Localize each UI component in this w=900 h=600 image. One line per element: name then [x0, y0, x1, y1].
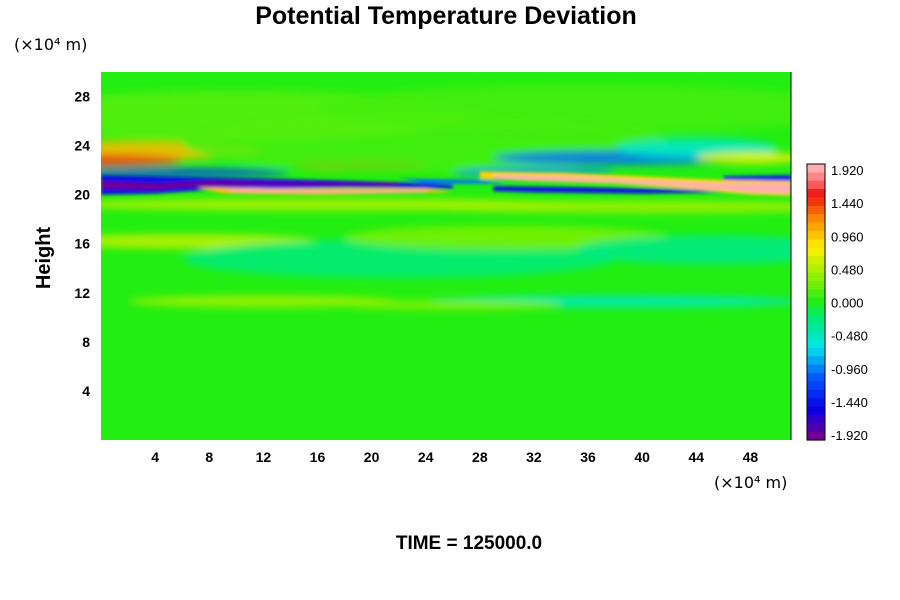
cold-patch-east	[723, 175, 791, 182]
colorbar-swatch	[807, 356, 825, 366]
colorbar-border	[806, 163, 826, 441]
colorbar-swatch	[807, 406, 825, 416]
colorbar-swatch	[807, 431, 825, 441]
field-blob	[101, 168, 291, 177]
y-unit-label: (×10⁴ m)	[14, 35, 87, 54]
field-bands	[101, 171, 791, 196]
y-tick-label: 8	[82, 334, 90, 350]
colorbar-swatch	[807, 272, 825, 282]
colorbar-swatch	[807, 247, 825, 257]
colorbar-tick-label: 1.440	[831, 196, 864, 211]
colorbar-swatch	[807, 189, 825, 199]
colorbar-swatch	[807, 239, 825, 249]
x-tick-label: 28	[472, 449, 488, 465]
colorbar-swatch	[807, 264, 825, 274]
colorbar-swatch	[807, 398, 825, 408]
colorbar-swatch	[807, 230, 825, 240]
x-tick-label: 4	[151, 449, 159, 465]
x-tick-label: 12	[256, 449, 272, 465]
x-axis-ticks: 4 8 12 16 20 24 28 32 36 40 44 48	[151, 449, 758, 465]
x-tick-label: 48	[743, 449, 759, 465]
cold-filament	[398, 178, 507, 184]
colorbar-tick-label: -0.480	[831, 329, 868, 344]
plot-area	[101, 72, 791, 440]
x-tick-label: 8	[205, 449, 213, 465]
colorbar-swatch	[807, 281, 825, 291]
field-soft-features	[101, 84, 791, 310]
x-tick-label: 40	[634, 449, 650, 465]
colorbar-swatch	[807, 423, 825, 433]
y-axis-label: Height	[33, 227, 55, 290]
y-tick-label: 24	[74, 138, 90, 154]
y-tick-label: 12	[74, 285, 90, 301]
colorbar-swatch	[807, 414, 825, 424]
field-blob	[128, 295, 399, 308]
colorbar-swatch	[807, 180, 825, 190]
colorbar-swatch	[807, 197, 825, 207]
chart-title: Potential Temperature Deviation	[255, 2, 637, 30]
colorbar-swatch	[807, 164, 825, 173]
colorbar-swatch	[807, 297, 825, 307]
y-tick-label: 4	[82, 383, 90, 399]
x-tick-label: 36	[580, 449, 596, 465]
cold-band-core	[101, 181, 399, 190]
colorbar-swatch	[807, 348, 825, 357]
x-tick-label: 24	[418, 449, 434, 465]
cold-streak	[493, 186, 724, 194]
colorbar-swatch	[807, 389, 825, 399]
colorbar-swatch	[807, 381, 825, 391]
y-tick-label: 20	[74, 187, 90, 203]
colorbar-tick-label: 0.960	[831, 229, 864, 244]
field-blob	[344, 300, 561, 310]
x-tick-label: 16	[310, 449, 326, 465]
y-tick-label: 16	[74, 236, 90, 252]
x-tick-label: 44	[689, 449, 705, 465]
field-blob	[574, 235, 791, 265]
colorbar-swatch	[807, 289, 825, 299]
colorbar-swatch	[807, 222, 825, 232]
colorbar-swatch	[807, 364, 825, 374]
field-blob	[398, 200, 791, 214]
colorbar-tick-label: 0.000	[831, 296, 864, 311]
warm-streak-core	[222, 189, 426, 193]
field-blob	[317, 84, 791, 134]
colorbar-swatch	[807, 331, 825, 341]
y-tick-label: 28	[74, 89, 90, 105]
warm-band-core	[493, 175, 791, 194]
colorbar-tick-label: -1.920	[831, 428, 868, 443]
colorbar-swatch	[807, 256, 825, 265]
colorbar-swatch	[807, 339, 825, 349]
colorbar-swatch	[807, 306, 825, 316]
colorbar-swatch	[807, 214, 825, 224]
colorbar-ticks: 1.920 1.440 0.960 0.480 0.000 -0.480 -0.960 -1.…	[831, 163, 868, 443]
colorbar-tick-label: -1.440	[831, 395, 868, 410]
x-tick-label: 20	[364, 449, 380, 465]
colorbar	[807, 164, 825, 441]
x-tick-label: 32	[526, 449, 542, 465]
colorbar-swatch	[807, 314, 825, 324]
colorbar-tick-label: -0.960	[831, 362, 868, 377]
field-blob	[101, 154, 183, 167]
time-annotation: TIME = 125000.0	[396, 533, 542, 554]
colorbar-swatch	[807, 205, 825, 215]
y-axis-ticks: 4 8 12 16 20 24 28	[74, 89, 90, 399]
x-unit-label: (×10⁴ m)	[714, 473, 787, 492]
colorbar-swatch	[807, 322, 825, 332]
colorbar-tick-label: 0.480	[831, 262, 864, 277]
colorbar-swatch	[807, 373, 825, 383]
field-blob	[696, 151, 791, 164]
colorbar-swatch	[807, 172, 825, 182]
colorbar-tick-label: 1.920	[831, 163, 864, 178]
